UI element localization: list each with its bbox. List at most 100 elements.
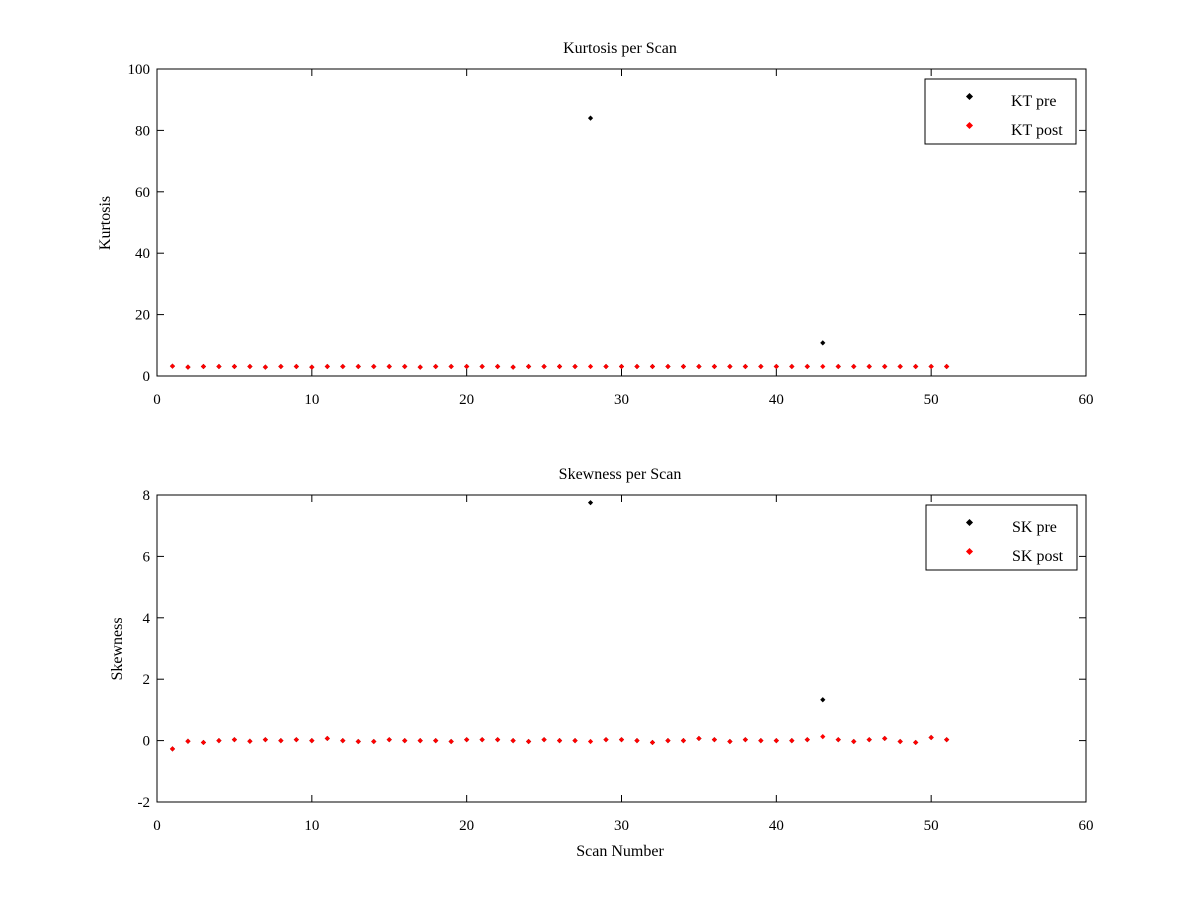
kurtosis-xtick-label: 10 [304,392,319,408]
skewness-points [169,500,950,752]
skewness-point-post [742,737,748,743]
kurtosis-point-post [541,363,547,370]
skewness-point-post [773,738,779,744]
skewness-point-pre [587,500,594,506]
kurtosis-point-post [556,363,563,370]
skewness-point-post [665,738,671,744]
kurtosis-point-post [572,363,578,370]
kurtosis-point-post [262,364,268,370]
kurtosis-legend-label-post: KT post [1011,122,1063,139]
skewness-plot-frame [156,494,1087,803]
kurtosis-point-post [278,363,284,370]
skewness-point-post [556,738,563,744]
kurtosis-ticks: 0 10 20 30 40 50 60 0 20 40 60 80 100 [128,62,1094,408]
skewness-point-post [851,738,857,745]
skewness-point-post [386,737,392,743]
kurtosis-axes: Kurtosis per Scan Kurtosis 0 10 20 30 40 50 60… [97,40,1094,408]
skewness-ytick-label: 6 [143,549,151,565]
skewness-point-post [495,737,501,743]
skewness-point-post [866,737,872,743]
skewness-point-post [464,737,470,743]
kurtosis-point-pre [587,115,594,121]
skewness-point-post [510,738,516,744]
kurtosis-xtick-label: 60 [1079,392,1094,408]
skewness-point-post [882,735,888,742]
kurtosis-ytick-label: 60 [135,185,150,201]
kurtosis-legend-marker-pre [965,92,974,101]
skewness-point-post [711,737,717,743]
skewness-point-post [758,738,764,744]
kurtosis-point-post [603,363,609,370]
kurtosis-point-post [711,363,717,370]
kurtosis-xtick-label: 0 [153,392,161,408]
skewness-point-post [479,737,485,743]
kurtosis-point-post [618,363,625,370]
skewness-point-post [448,738,454,745]
kurtosis-xtick-label: 40 [769,392,784,408]
skewness-legend: SK pre SK post [925,504,1078,571]
skewness-ytick-label: 8 [143,488,151,504]
skewness-ytick-label: 0 [143,734,151,750]
skewness-point-post [309,738,315,744]
kurtosis-point-post [216,363,222,370]
kurtosis-point-post [789,363,795,370]
skewness-point-post [231,737,238,743]
skewness-point-post [835,737,841,743]
kurtosis-point-post [309,364,315,370]
kurtosis-points [169,115,950,370]
kurtosis-point-post [696,363,702,370]
kurtosis-plot-frame [156,68,1087,377]
skewness-point-post [402,738,408,744]
skewness-point-post [680,738,687,744]
kurtosis-point-post [820,363,826,370]
skewness-point-post [944,737,950,743]
kurtosis-point-pre [820,340,826,346]
kurtosis-point-post [882,363,888,370]
kurtosis-point-post [928,363,934,370]
kurtosis-point-post [340,363,346,370]
kurtosis-ytick-label: 80 [135,123,150,139]
skewness-point-post [371,738,377,745]
skewness-point-post [928,734,934,741]
skewness-xtick-label: 40 [769,818,784,834]
skewness-point-post [727,738,733,745]
kurtosis-legend-box [924,78,1077,145]
skewness-point-post [587,738,594,745]
skewness-point-pre [820,697,826,703]
kurtosis-point-post [293,363,299,370]
skewness-point-post [526,738,532,745]
skewness-point-post [913,739,919,746]
skewness-axes: Skewness per Scan Skewness Scan Number 0… [109,466,1094,860]
skewness-point-post [634,738,640,744]
kurtosis-xtick-label: 20 [459,392,474,408]
skewness-point-post [169,746,176,752]
kurtosis-point-post [804,363,810,370]
kurtosis-point-post [680,363,687,370]
kurtosis-ytick-label: 0 [143,369,151,385]
skewness-point-post [340,738,346,744]
skewness-ylabel: Skewness [109,617,126,680]
skewness-point-post [278,738,284,744]
kurtosis-point-post [386,363,392,370]
kurtosis-point-post [355,363,361,370]
kurtosis-point-post [773,363,779,370]
kurtosis-point-post [897,363,903,370]
kurtosis-legend-marker-post [965,121,974,130]
kurtosis-point-post [742,363,748,370]
kurtosis-ytick-label: 20 [135,308,150,324]
kurtosis-title: Kurtosis per Scan [563,40,677,57]
skewness-xlabel: Scan Number [576,843,664,860]
kurtosis-point-post [866,363,872,370]
kurtosis-point-post [185,364,191,370]
skewness-ytick-label: 2 [143,672,151,688]
skewness-point-post [897,738,903,745]
kurtosis-point-post [526,363,532,370]
kurtosis-point-post [417,364,423,370]
skewness-point-post [618,737,625,743]
kurtosis-point-post [371,363,377,370]
skewness-xtick-label: 30 [614,818,629,834]
skewness-xtick-label: 50 [924,818,939,834]
kurtosis-point-post [231,363,238,370]
